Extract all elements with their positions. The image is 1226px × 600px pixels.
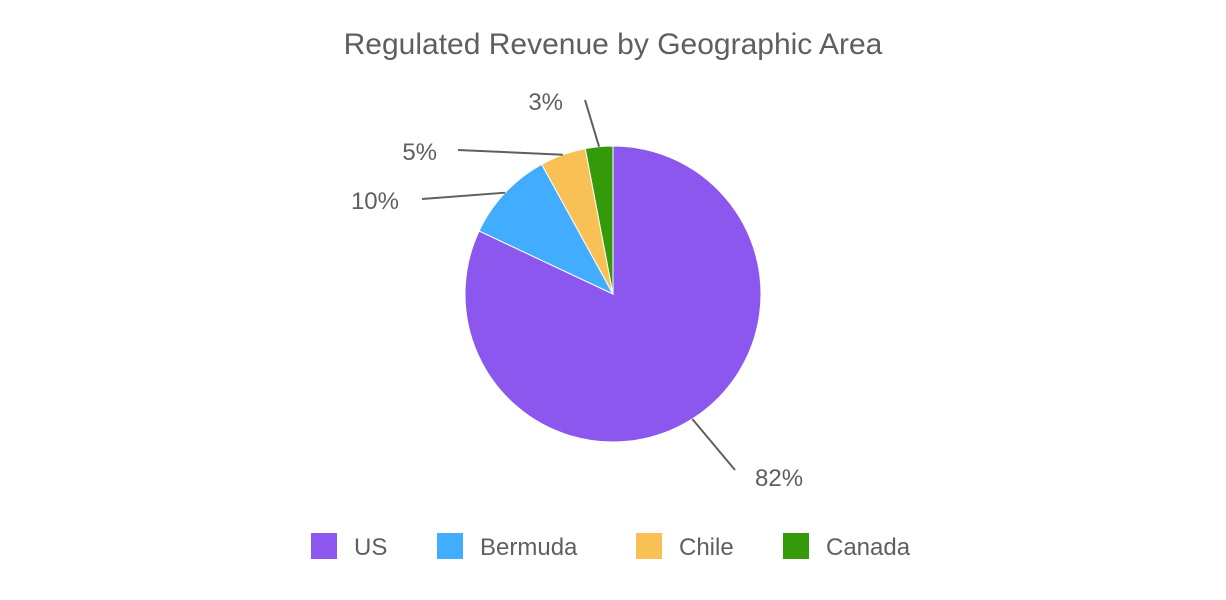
legend-swatch-canada [783,533,809,559]
data-label-bermuda: 10% [351,188,399,215]
legend-label-us: US [354,534,387,561]
data-label-chile: 5% [402,139,437,166]
legend-item-bermuda: Bermuda [437,533,578,561]
leader-line-chile [457,149,563,156]
legend-label-bermuda: Bermuda [480,534,578,561]
data-label-canada: 3% [528,89,563,116]
legend-label-chile: Chile [679,534,734,561]
legend-swatch-bermuda [437,533,463,559]
legend-swatch-us [311,533,337,559]
leader-line-us [691,418,736,471]
legend-swatch-chile [636,533,662,559]
pie-slice-bermuda [478,163,615,296]
chart-legend: US Bermuda Chile Canada [311,533,911,561]
legend-item-canada: Canada [783,533,911,561]
legend-label-canada: Canada [826,534,911,561]
legend-item-us: US [311,533,387,561]
pie-data-labels: 82% 10%5% 3% [351,89,803,492]
pie-slices [464,145,762,443]
chart-title: Regulated Revenue by Geographic Area [344,28,883,61]
data-label-us: 82% [755,465,803,492]
leader-line-canada [584,99,601,147]
legend-item-chile: Chile [636,533,734,561]
leader-line-bermuda [421,191,506,200]
